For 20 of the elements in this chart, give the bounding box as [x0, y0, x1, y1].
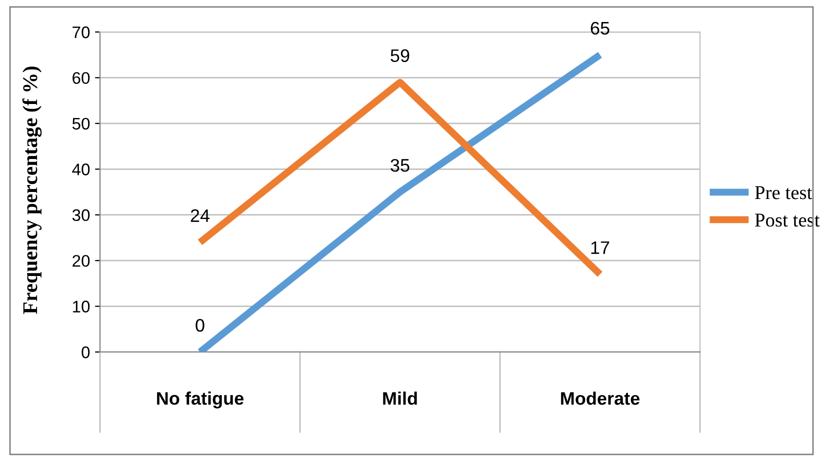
y-tick-label: 50	[72, 118, 90, 130]
y-tick-label: 30	[72, 209, 90, 222]
data-label: 35	[390, 158, 410, 172]
data-label: 59	[390, 49, 410, 62]
legend-label: Post test	[755, 214, 820, 227]
data-label: 17	[591, 241, 610, 254]
data-label: 65	[590, 22, 610, 35]
y-tick-label: 0	[82, 346, 90, 358]
y-tick-label: 20	[72, 254, 90, 267]
x-tick-label: Moderate	[561, 392, 640, 405]
data-label: 24	[190, 209, 210, 222]
data-label: 0	[196, 318, 204, 332]
x-tick-label: No fatigue	[157, 392, 244, 408]
legend-label: Pre test	[755, 186, 812, 200]
y-tick-label: 70	[72, 26, 90, 38]
y-axis-title: Frequency percentage (f %)	[22, 66, 42, 314]
y-tick-label: 40	[72, 164, 90, 176]
y-tick-label: 10	[73, 300, 90, 312]
y-tick-label: 60	[72, 72, 90, 84]
x-tick-label: Mild	[383, 392, 417, 405]
